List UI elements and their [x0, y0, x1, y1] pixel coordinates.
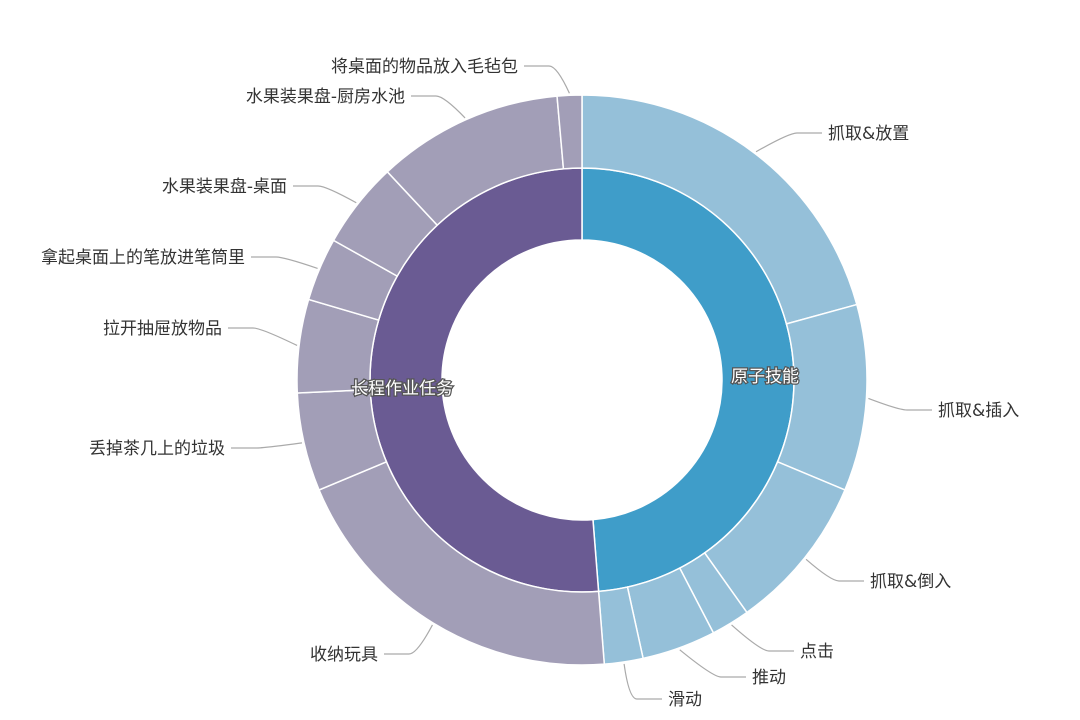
leader-line: [731, 624, 794, 652]
data-label: 拉开抽屉放物品: [103, 319, 222, 339]
leader-line: [623, 663, 662, 700]
leader-line: [805, 558, 864, 582]
data-label: 抓取&插入: [938, 401, 1019, 421]
data-label: 收纳玩具: [310, 645, 378, 665]
data-label: 抓取&放置: [828, 124, 909, 144]
leader-line: [293, 185, 357, 204]
data-label: 将桌面的物品放入毛毡包: [331, 57, 518, 77]
outer-segment: [556, 94, 583, 170]
data-label: 推动: [752, 668, 786, 688]
leader-line: [524, 65, 570, 94]
leader-line: [384, 624, 433, 655]
leader-line: [228, 327, 298, 347]
data-label: 点击: [800, 642, 834, 662]
data-label: 滑动: [668, 690, 702, 710]
data-label: 丢掉茶几上的垃圾: [89, 439, 225, 459]
center-label: 原子技能: [731, 367, 799, 387]
leader-line: [679, 649, 746, 678]
data-label: 抓取&倒入: [870, 572, 951, 592]
data-label: 水果装果盘-厨房水池: [246, 87, 405, 107]
data-label: 水果装果盘-桌面: [162, 177, 287, 197]
data-label: 拿起桌面上的笔放进笔筒里: [41, 247, 245, 268]
leader-line: [411, 95, 466, 119]
leader-line: [251, 256, 318, 269]
leader-line: [755, 132, 822, 153]
leader-line: [868, 397, 932, 411]
leader-line: [231, 442, 303, 449]
center-label: 长程作业任务: [351, 379, 453, 399]
